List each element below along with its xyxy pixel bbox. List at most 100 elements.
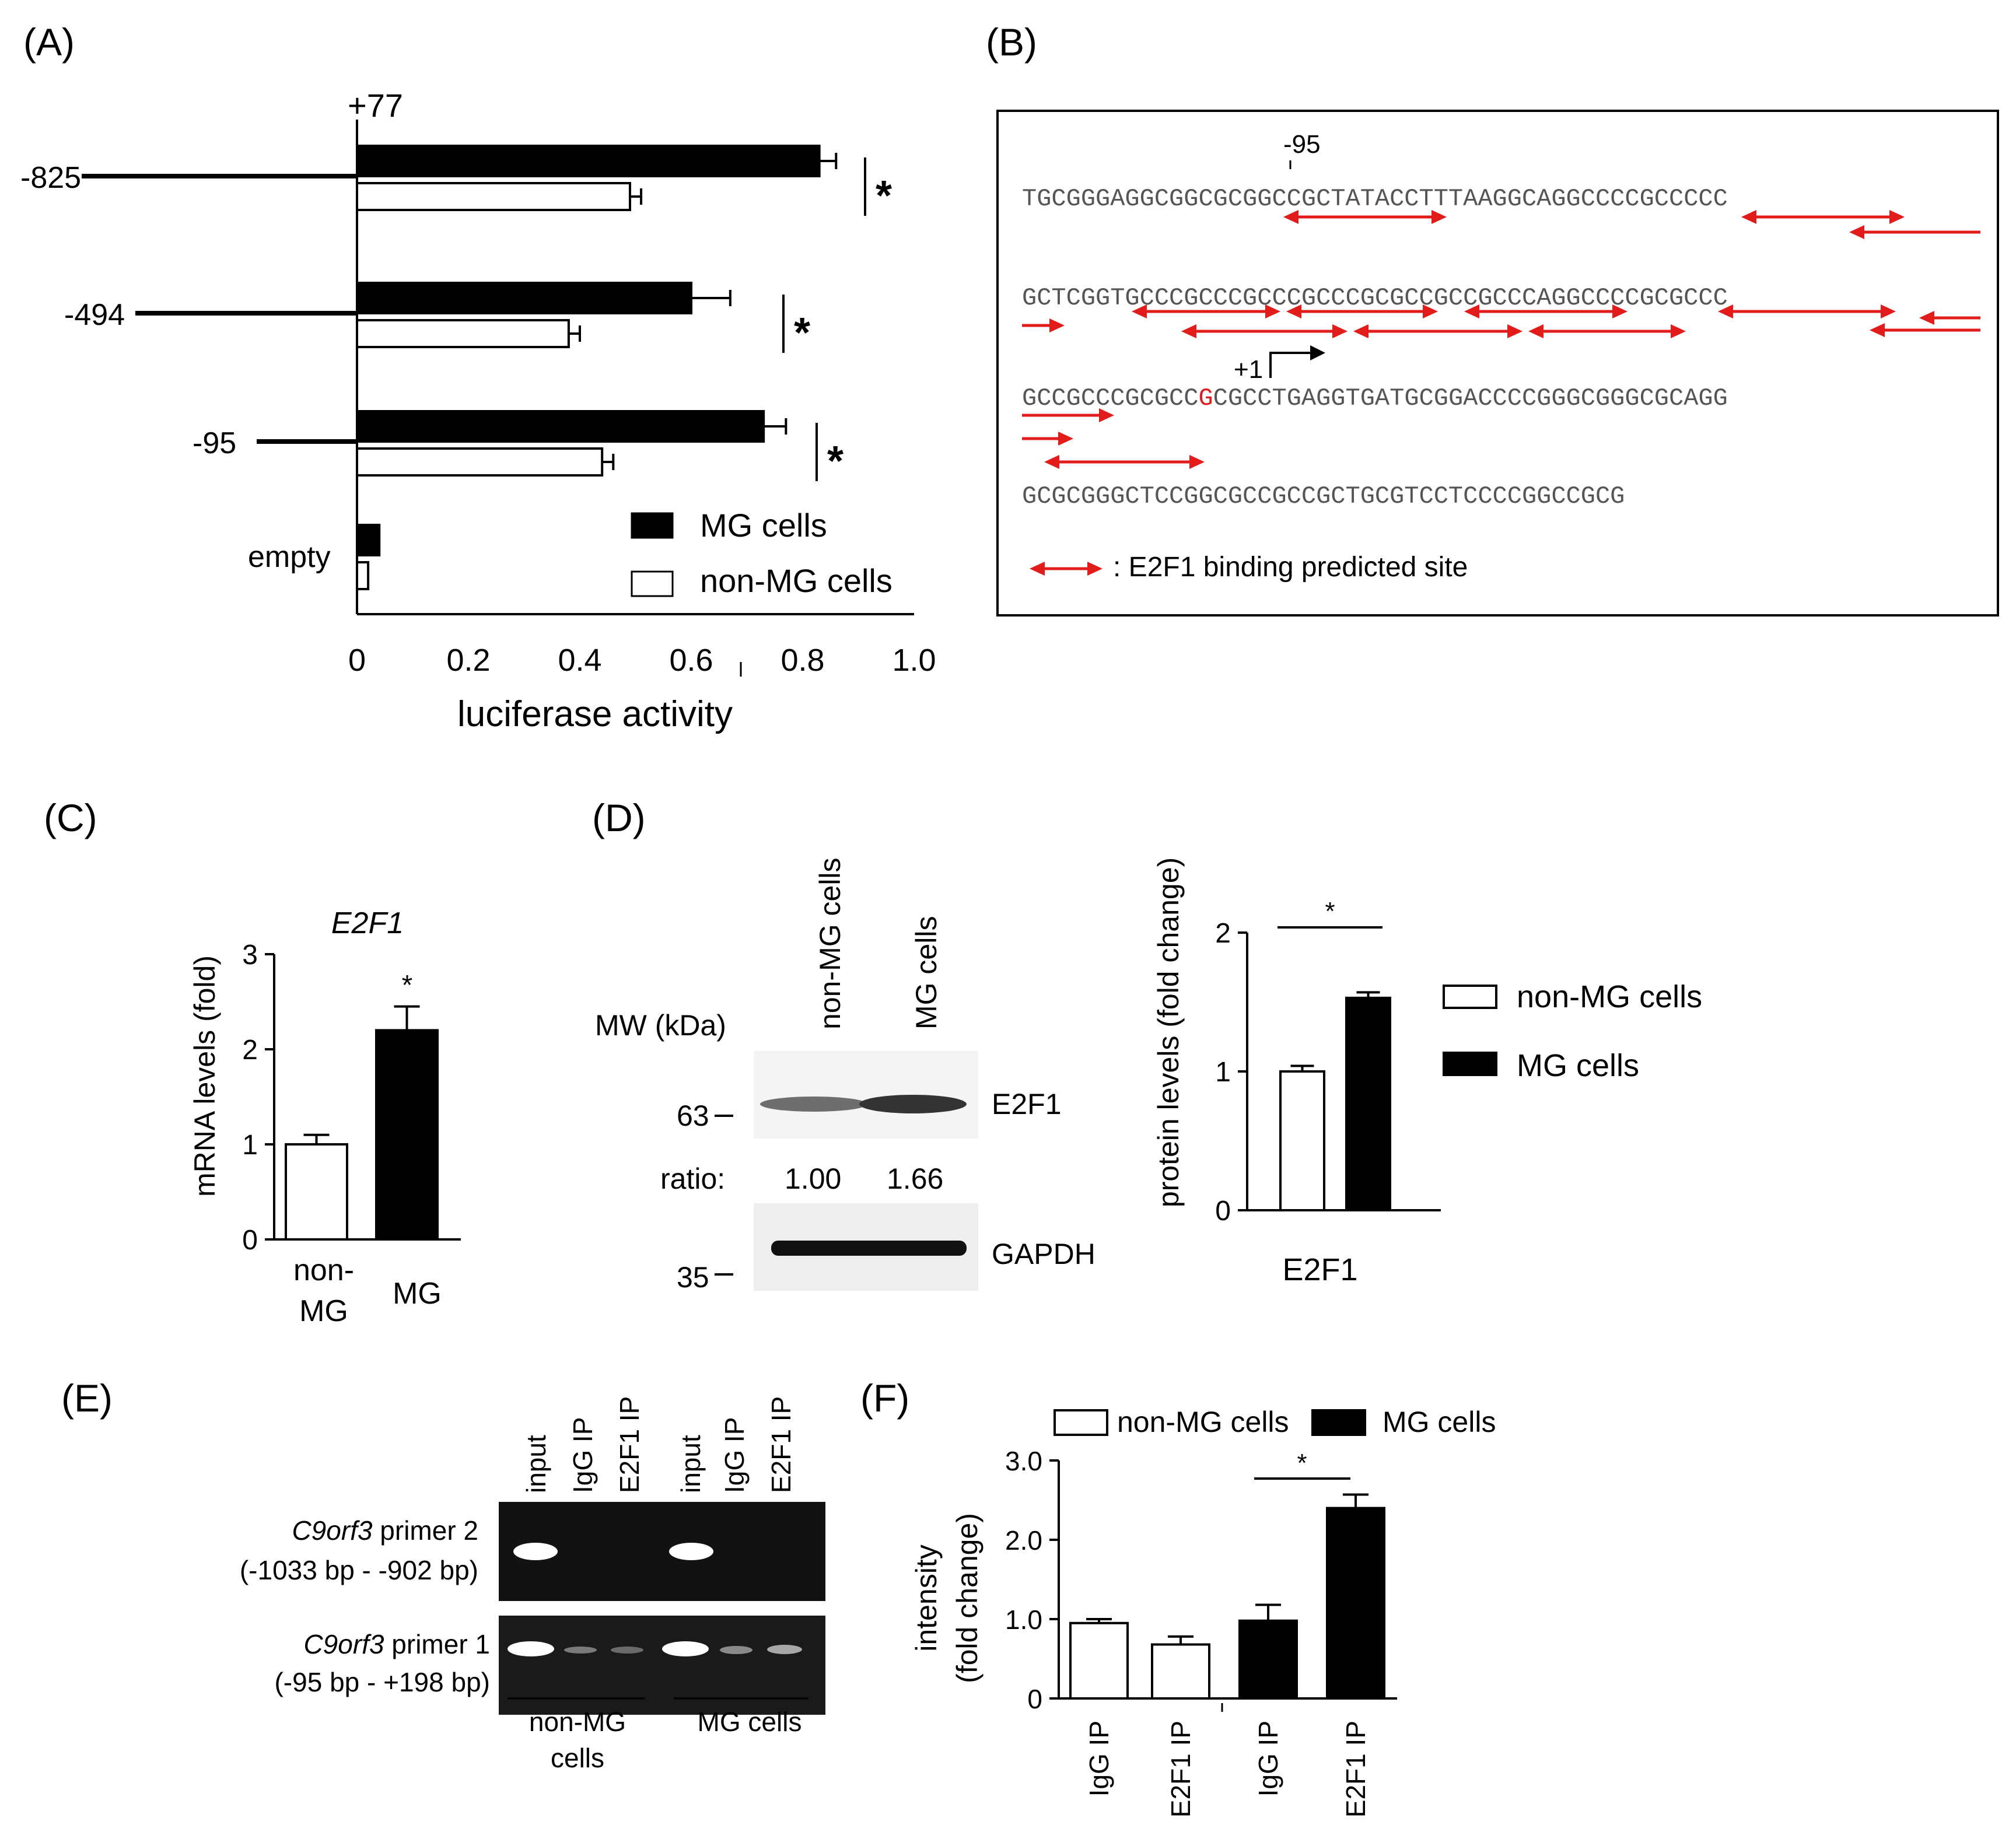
d-bar-0	[1279, 1070, 1325, 1211]
sequence-line-1: TGCGGGAGGCGGCGCGGCCGCTATACCTTTAAGGCAGGCC…	[1022, 185, 1728, 213]
f-cat-1: E2F1 IP	[1166, 1721, 1196, 1817]
e2f1-blot	[754, 1051, 978, 1139]
panel-c-chart: 0 1 2 3 E2F1 mRNA levels (fold) non- MG MG *	[188, 906, 461, 1328]
site-11-head-l	[1353, 324, 1368, 338]
c-cat-1: MG	[393, 1277, 442, 1311]
band-p1-input-mg	[662, 1641, 709, 1656]
f-tick-3: 3.0	[1005, 1446, 1042, 1476]
site-8-head-r	[1881, 304, 1896, 318]
gel-primer-1	[499, 1616, 825, 1715]
a-sig-star-0: *	[876, 173, 892, 219]
site-11-head-r	[1507, 324, 1522, 338]
a-bar-mg-1	[356, 282, 692, 314]
primer-2-range: (-1033 bp - -902 bp)	[240, 1555, 478, 1585]
site-14-head	[1099, 408, 1114, 422]
f-legend-label-non-mg: non-MG cells	[1117, 1406, 1289, 1438]
a-tick-2: 0.4	[558, 643, 601, 678]
primer-1-range: (-95 bp - +198 bp)	[274, 1667, 490, 1697]
f-legend-swatch-non-mg	[1054, 1409, 1108, 1436]
sequence-box	[996, 110, 1999, 616]
site-5-head-l	[1132, 304, 1147, 318]
d-tick-1: 1	[1215, 1057, 1231, 1088]
a-bar-mg-0	[356, 145, 821, 177]
mw-label: MW (kDa)	[595, 1009, 726, 1042]
gel-lane-1: IgG IP	[568, 1417, 598, 1493]
f-bar-1	[1151, 1643, 1210, 1700]
a-bar-mg-3	[356, 524, 381, 556]
c-tick-2: 2	[242, 1035, 258, 1066]
c-title: E2F1	[331, 906, 404, 940]
a-sig-star-1: *	[794, 310, 810, 356]
a-bar-non-mg-2	[356, 447, 604, 477]
site-6-head-l	[1286, 304, 1301, 318]
lane-label-mg: MG cells	[910, 916, 943, 1029]
f-legend-swatch-mg	[1311, 1409, 1366, 1436]
gel-lane-5: E2F1 IP	[766, 1396, 796, 1493]
site-7-head-r	[1612, 304, 1628, 318]
ratio-mg: 1.66	[887, 1162, 943, 1195]
a-bar-mg-2	[356, 410, 765, 443]
f-tick-0: 0	[1027, 1684, 1042, 1714]
f-sig-star: *	[1297, 1449, 1307, 1477]
c-tick-3: 3	[242, 940, 258, 971]
d-legend-swatch-non-mg	[1443, 985, 1497, 1009]
sequence-line-2: GCTCGGTGCCCGCCCGCCCGCCCGCGCCGCCGCCCAGGCC…	[1022, 284, 1728, 312]
f-cat-0: IgG IP	[1084, 1721, 1114, 1796]
site-9-head	[1919, 311, 1934, 325]
band-p2-input-non-mg	[513, 1543, 558, 1560]
c-bar-0	[285, 1143, 348, 1241]
d-legend-label-non-mg: non-MG cells	[1517, 979, 1702, 1014]
e2f1-band-mg	[859, 1095, 967, 1113]
f-bar-3	[1326, 1507, 1385, 1700]
a-sig-star-2: *	[827, 438, 844, 485]
panel-f-chart: 0 1.0 2.0 3.0 intensity (fold change) IgG IP E2…	[910, 1406, 1496, 1817]
sequence-line-4: GCGCGGGCTCCGGCGCCGCCGCTGCGTCCTCCCCGGCCGC…	[1022, 482, 1625, 510]
group-label-non-mg-1: non-MG	[529, 1707, 626, 1737]
transcription-start-g: G	[1198, 384, 1213, 412]
panel-f-label: (F)	[860, 1376, 909, 1420]
a-category-label-1: -494	[64, 298, 125, 332]
band-p1-e2f1-mg	[767, 1645, 802, 1654]
site-16-head-r	[1189, 455, 1205, 469]
sequence-line-3a: GCCGCCCGCGCC	[1022, 384, 1198, 412]
c-bar-1	[375, 1029, 439, 1241]
d-legend-swatch-mg	[1443, 1052, 1497, 1076]
primer-2-label: C9orf3 primer 2	[292, 1515, 478, 1546]
group-label-mg: MG cells	[698, 1707, 802, 1737]
sequence-line-3: GCCGCCCGCGCCGCGCCTGAGGTGATGCGGACCCCGGGCG…	[1022, 384, 1728, 412]
site-1-head-r	[1432, 210, 1447, 224]
a-legend-label-non-mg: non-MG cells	[700, 562, 892, 599]
panel-d-chart: 0 1 2 protein levels (fold change) * E2F1 non-…	[1152, 857, 1702, 1287]
c-cat-0a: non-	[293, 1253, 354, 1287]
site-7-head-l	[1464, 304, 1479, 318]
d-tick-2: 2	[1215, 918, 1231, 949]
gel-lane-0: input	[521, 1435, 551, 1493]
c-y-axis-label: mRNA levels (fold)	[188, 955, 221, 1197]
mw-35: 35	[677, 1261, 709, 1294]
a-construct-end-label: +77	[348, 87, 403, 124]
tss-bent-arrow	[1269, 352, 1314, 378]
marker-plus-1: +1	[1234, 355, 1263, 384]
site-10-head-r	[1332, 324, 1348, 338]
mw-63: 63	[677, 1099, 709, 1132]
site-4-head	[1049, 318, 1065, 332]
a-tick-4: 0.8	[780, 643, 824, 678]
gel-lane-3: input	[676, 1435, 706, 1493]
site-2-head-l	[1741, 210, 1756, 224]
panel-a-chart: +77 -825 * -494 * -95 * empty 0 0.2 0.4 0.6 0.8 1.0 lu…	[20, 87, 936, 734]
gel-lane-labels: input IgG IP E2F1 IP input IgG IP E2F1 IP	[521, 1396, 796, 1493]
legend-arrow-head-r	[1087, 562, 1102, 576]
site-6-head-r	[1423, 304, 1438, 318]
d-tick-0: 0	[1215, 1196, 1231, 1227]
f-tick-1: 1.0	[1005, 1605, 1042, 1635]
ratio-label: ratio:	[660, 1162, 725, 1195]
c-cat-0b: MG	[299, 1294, 348, 1328]
band-p1-igg-mg	[720, 1646, 752, 1654]
a-category-label-2: -95	[192, 426, 236, 460]
ratio-non-mg: 1.00	[785, 1162, 841, 1195]
site-12-head-l	[1528, 324, 1544, 338]
f-y-axis-label-2: (fold change)	[951, 1513, 984, 1683]
site-1-head-l	[1283, 210, 1298, 224]
primer-1-label: C9orf3 primer 1	[303, 1629, 490, 1659]
